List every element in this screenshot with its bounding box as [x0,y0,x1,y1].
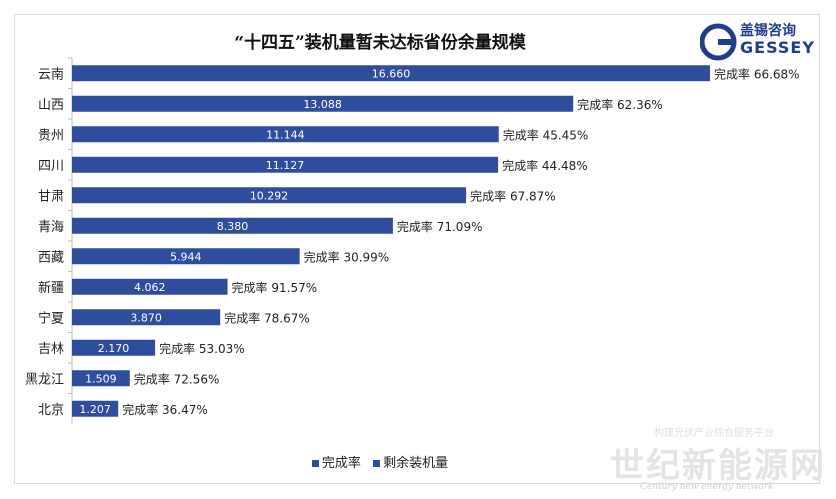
category-label: 新疆 [38,280,64,296]
bar [72,309,221,326]
completion-rate-label: 完成率 30.99% [304,249,390,264]
bar [72,65,710,82]
completion-rate-label: 完成率 53.03% [159,341,245,356]
watermark-top: 构建光伏产业综合服务平台 [654,428,774,439]
completion-rate-label: 完成率 44.48% [502,158,588,173]
bar-value-label: 13.088 [303,98,342,111]
legend-swatch-completion [311,459,319,467]
completion-rate-label: 完成率 36.47% [122,402,208,417]
bar-value-label: 4.062 [134,281,166,294]
bar [72,126,499,143]
category-label: 北京 [38,403,64,418]
category-label: 甘肃 [38,189,64,204]
bar-value-label: 11.144 [266,128,305,141]
logo-name: 盖锡咨询 [740,23,796,39]
bar [72,187,467,204]
logo-word: GESSEY [740,38,815,57]
category-label: 青海 [38,220,64,235]
bar-value-label: 2.170 [98,342,130,355]
bar [72,339,156,356]
legend-item-completion: 完成率 [311,456,361,471]
watermark-sub: Century new energy network [640,482,774,492]
category-label: 黑龙江 [25,372,64,387]
bar [72,370,130,387]
bar-value-label: 10.292 [250,189,289,202]
completion-rate-label: 完成率 62.36% [577,97,663,112]
bar [72,248,300,265]
legend-item-remaining: 剩余装机量 [373,456,448,471]
legend: 完成率 剩余装机量 [0,452,760,471]
bar-value-label: 5.944 [170,250,202,263]
legend-swatch-remaining [373,459,381,467]
bar-value-label: 8.380 [217,220,249,233]
completion-rate-label: 完成率 72.56% [134,371,220,386]
category-label: 西藏 [38,250,64,265]
completion-rate-label: 完成率 78.67% [224,310,310,325]
legend-label-remaining: 剩余装机量 [383,456,449,471]
completion-rate-label: 完成率 67.87% [470,188,556,203]
watermark: 世纪新能源网 [610,446,826,486]
category-label: 山西 [38,98,64,113]
completion-rate-label: 完成率 66.68% [714,66,800,81]
bar [72,156,499,173]
bar-value-label: 3.870 [130,311,162,324]
category-label: 贵州 [38,128,64,143]
bar [72,217,393,234]
bar [72,400,119,417]
chart-title: “十四五”装机量暂未达标省份余量规模 [234,33,526,53]
bar [72,278,228,295]
legend-label-completion: 完成率 [321,456,361,471]
category-label: 吉林 [38,342,64,357]
bar-chart: 云南 16.660 完成率 66.68% 山西 13.088 完成率 62.36% 贵州 11… [25,57,800,424]
bar [72,95,574,112]
bar-value-label: 1.207 [79,403,111,416]
category-label: 四川 [38,159,64,174]
bar-value-label: 1.509 [85,372,117,385]
bar-value-label: 16.660 [372,67,411,80]
completion-rate-label: 完成率 71.09% [397,219,483,234]
bar-value-label: 11.127 [266,159,305,172]
completion-rate-label: 完成率 45.45% [503,127,589,142]
completion-rate-label: 完成率 91.57% [232,280,318,295]
category-label: 云南 [38,66,64,82]
category-label: 宁夏 [38,310,64,326]
gessey-logo-icon [700,23,737,61]
